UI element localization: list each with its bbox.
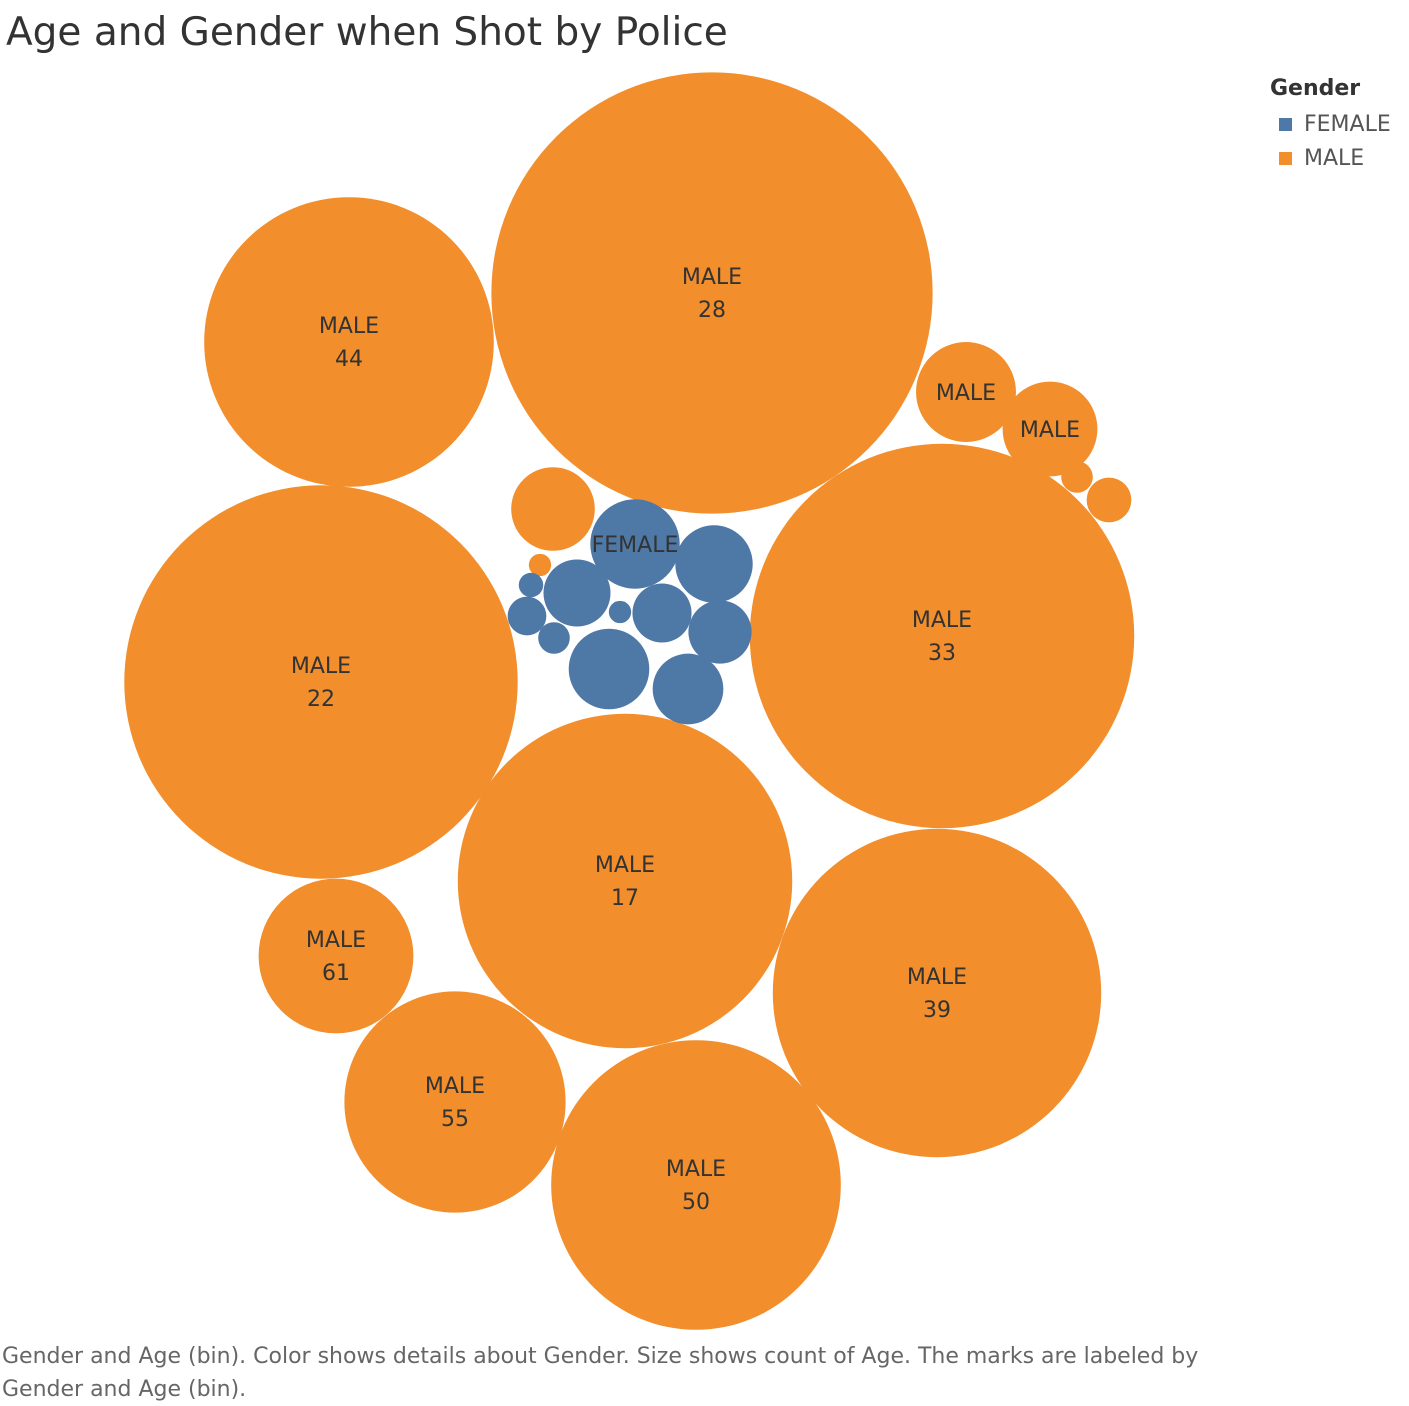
bubble-label: MALE 55 bbox=[425, 1074, 485, 1132]
bubble-male-28[interactable] bbox=[491, 72, 933, 514]
bubble-female-18[interactable] bbox=[652, 653, 724, 725]
bubble-label: MALE 44 bbox=[319, 314, 379, 372]
bubble-label: MALE 61 bbox=[306, 928, 366, 986]
legend-title: Gender bbox=[1270, 76, 1361, 101]
bubble-label: MALE bbox=[1020, 418, 1080, 443]
legend-swatch-female bbox=[1279, 117, 1292, 131]
bubble-male-33[interactable] bbox=[749, 443, 1135, 829]
legend-item-female[interactable]: FEMALE bbox=[1270, 107, 1391, 141]
bubble-male-12[interactable] bbox=[1086, 477, 1132, 523]
bubble-female-16[interactable] bbox=[568, 628, 650, 710]
bubble-female-21[interactable] bbox=[632, 583, 692, 643]
bubble-label: MALE 17 bbox=[595, 853, 655, 911]
bubble-male-11[interactable] bbox=[511, 467, 595, 551]
legend-label-male: MALE bbox=[1304, 145, 1365, 171]
bubble-female-22[interactable] bbox=[507, 596, 547, 636]
bubble-female-15[interactable] bbox=[590, 499, 680, 589]
bubble-female-20[interactable] bbox=[688, 600, 752, 664]
bubble-male-13[interactable] bbox=[1061, 461, 1093, 493]
bubble-male-9[interactable] bbox=[916, 342, 1016, 442]
bubble-male-61[interactable] bbox=[258, 878, 414, 1034]
bubble-male-22[interactable] bbox=[124, 485, 518, 879]
bubble-female-17[interactable] bbox=[675, 525, 753, 603]
bubble-label: MALE 22 bbox=[291, 654, 351, 712]
bubble-label: MALE 33 bbox=[912, 608, 972, 666]
legend-label-female: FEMALE bbox=[1304, 111, 1391, 137]
bubble-label: MALE bbox=[936, 381, 996, 406]
legend-item-male[interactable]: MALE bbox=[1270, 141, 1391, 175]
bubble-male-14[interactable] bbox=[528, 553, 552, 577]
bubble-label: MALE 39 bbox=[907, 965, 967, 1023]
bubble-male-39[interactable] bbox=[772, 828, 1102, 1158]
chart-title: Age and Gender when Shot by Police bbox=[6, 10, 728, 55]
bubble-male-17[interactable] bbox=[457, 713, 793, 1049]
bubble-female-25[interactable] bbox=[608, 600, 632, 624]
bubble-label: FEMALE bbox=[592, 533, 679, 558]
bubble-male-55[interactable] bbox=[344, 991, 566, 1213]
chart-caption: Gender and Age (bin). Color shows detail… bbox=[2, 1344, 1199, 1402]
bubble-male-10[interactable] bbox=[1002, 381, 1098, 477]
legend: Gender FEMALE MALE bbox=[1270, 76, 1391, 175]
bubble-label: MALE 50 bbox=[666, 1157, 726, 1215]
legend-swatch-male bbox=[1279, 151, 1292, 165]
bubble-female-24[interactable] bbox=[518, 572, 544, 598]
bubble-label: MALE 28 bbox=[682, 265, 742, 323]
bubble-male-44[interactable] bbox=[204, 197, 494, 487]
bubble-female-19[interactable] bbox=[543, 559, 611, 627]
bubble-female-23[interactable] bbox=[538, 622, 570, 654]
bubble-male-50[interactable] bbox=[551, 1040, 841, 1330]
